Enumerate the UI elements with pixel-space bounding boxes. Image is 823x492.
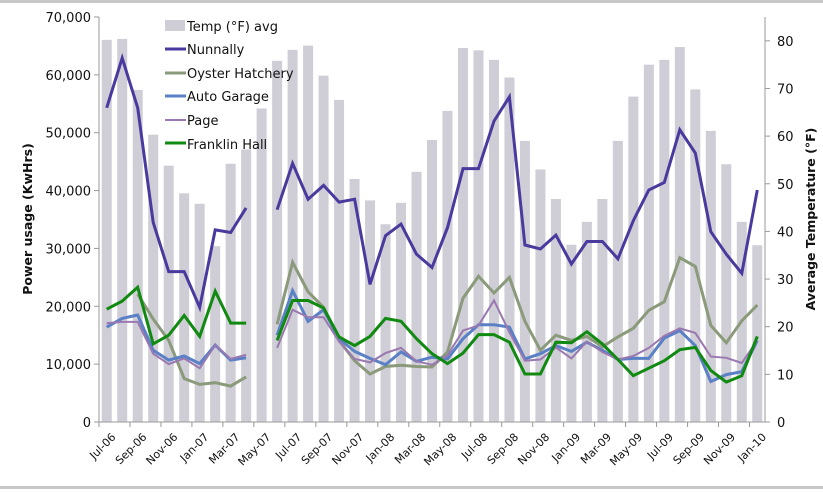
y-tick-label: 60,000 — [46, 69, 92, 84]
x-tick-label: Nov-08 — [515, 431, 552, 468]
x-tick-label: Nov-09 — [701, 431, 738, 468]
x-tick-label: Nov-06 — [144, 431, 181, 468]
temp-bar-Jun-07 — [272, 60, 283, 422]
y-tick-label: 70,000 — [46, 11, 92, 26]
temp-bar-Sep-07 — [318, 75, 329, 422]
y2-axis-label: Average Temperature (°F) — [803, 128, 818, 311]
temp-bar-May-07 — [256, 108, 267, 422]
y-tick-label: 30,000 — [46, 242, 92, 257]
y2-tick-label: 10 — [777, 368, 794, 383]
x-tick-label: Jan-08 — [363, 431, 398, 466]
y2-tick-label: 80 — [777, 35, 794, 50]
series-line-nunnally — [105, 53, 759, 313]
y-tick-label: 40,000 — [46, 185, 92, 200]
temp-bar-Jan-08 — [380, 224, 391, 422]
temp-bar-Apr-07 — [241, 149, 252, 423]
temp-bar-Sep-06 — [132, 89, 143, 423]
temp-bar-Oct-08 — [519, 140, 530, 422]
x-tick-label: Nov-07 — [329, 431, 366, 468]
temp-bar-Feb-07 — [210, 246, 221, 422]
temp-bar-Sep-09 — [690, 89, 701, 423]
temp-bar-Jul-06 — [101, 39, 112, 423]
temp-bar-Sep-08 — [504, 77, 515, 422]
legend-label-temp: Temp (°F) avg — [186, 20, 278, 35]
series-line-franklin-hall — [106, 284, 759, 384]
temp-bar-Nov-09 — [721, 164, 732, 422]
y-tick-label: 20,000 — [46, 300, 92, 315]
y2-tick-label: 0 — [777, 416, 785, 431]
temp-bar-Oct-09 — [705, 130, 716, 422]
x-tick-label: Sep-08 — [485, 431, 522, 468]
x-tick-label: Sep-09 — [671, 431, 708, 468]
temp-bar-Dec-06 — [179, 193, 190, 422]
temp-bar-May-09 — [628, 96, 639, 422]
y2-tick-label: 30 — [777, 273, 794, 288]
legend-swatch-temp — [165, 20, 185, 31]
y2-tick-label: 40 — [777, 225, 794, 240]
y-tick-label: 50,000 — [46, 127, 92, 142]
temp-bar-Aug-09 — [674, 47, 685, 423]
y2-tick-label: 70 — [777, 82, 794, 97]
y-axis-label: Power usage (KwHrs) — [20, 143, 35, 295]
x-tick-label: May-07 — [236, 431, 274, 469]
y-tick-label: 10,000 — [46, 358, 92, 373]
temp-bar-Feb-08 — [396, 202, 407, 422]
legend-label-page: Page — [187, 114, 218, 129]
x-tick-label: Jan-09 — [549, 431, 584, 466]
temp-bar-Feb-09 — [581, 221, 592, 422]
temp-bar-Jan-09 — [566, 244, 577, 422]
x-tick-label: May-08 — [421, 431, 459, 469]
y2-tick-label: 20 — [777, 321, 794, 336]
temp-bar-Aug-06 — [117, 38, 128, 422]
power-lines — [105, 53, 759, 388]
x-tick-label: Jan-10 — [734, 431, 769, 466]
x-tick-label: Sep-07 — [299, 431, 336, 468]
y-tick-label: 0 — [83, 416, 91, 431]
temp-bar-Jul-09 — [659, 59, 670, 422]
temp-bar-May-08 — [442, 110, 453, 422]
temp-bar-Mar-07 — [225, 163, 236, 423]
temp-bar-Apr-09 — [612, 140, 623, 422]
temp-bar-Apr-08 — [427, 139, 437, 422]
temp-bar-Mar-09 — [597, 199, 608, 422]
temp-bar-Nov-08 — [535, 169, 546, 422]
temp-bar-Aug-07 — [303, 45, 314, 423]
x-tick-label: Sep-06 — [113, 431, 150, 468]
series-line-page — [106, 298, 759, 370]
temp-bar-Nov-07 — [349, 179, 360, 422]
temp-bar-Dec-07 — [365, 200, 376, 422]
legend-label-nunnally: Nunnally — [187, 43, 245, 58]
temp-bar-Jun-09 — [643, 64, 654, 422]
y2-tick-label: 50 — [777, 178, 794, 193]
temp-bar-Mar-08 — [411, 171, 422, 422]
temp-bar-Jun-08 — [457, 47, 468, 423]
temp-bar-Oct-07 — [334, 99, 345, 422]
combo-chart: 0 10,000 20,000 30,000 40,000 50,000 60,000 70,… — [20, 11, 818, 469]
temp-bar-Nov-06 — [163, 165, 174, 423]
x-tick-label: May-09 — [607, 431, 645, 469]
temp-bar-Dec-08 — [550, 199, 561, 422]
legend-label-auto-garage: Auto Garage — [187, 90, 269, 105]
temp-bar-Jul-07 — [287, 49, 298, 423]
temp-bar-Jan-07 — [194, 203, 205, 422]
legend: Temp (°F) avg Nunnally Oyster Hatchery A… — [165, 20, 294, 153]
series-line-oyster-hatchery — [136, 255, 759, 388]
temp-bar-Jul-08 — [473, 50, 484, 423]
legend-label-oyster: Oyster Hatchery — [187, 67, 294, 82]
temp-bar-Jan-10 — [752, 245, 763, 422]
temp-bar-Oct-06 — [148, 134, 159, 422]
legend-label-franklin-hall: Franklin Hall — [187, 138, 267, 153]
x-tick-label: Jan-07 — [177, 431, 212, 466]
y2-tick-label: 60 — [777, 130, 794, 145]
temp-bar-Aug-08 — [488, 59, 499, 422]
